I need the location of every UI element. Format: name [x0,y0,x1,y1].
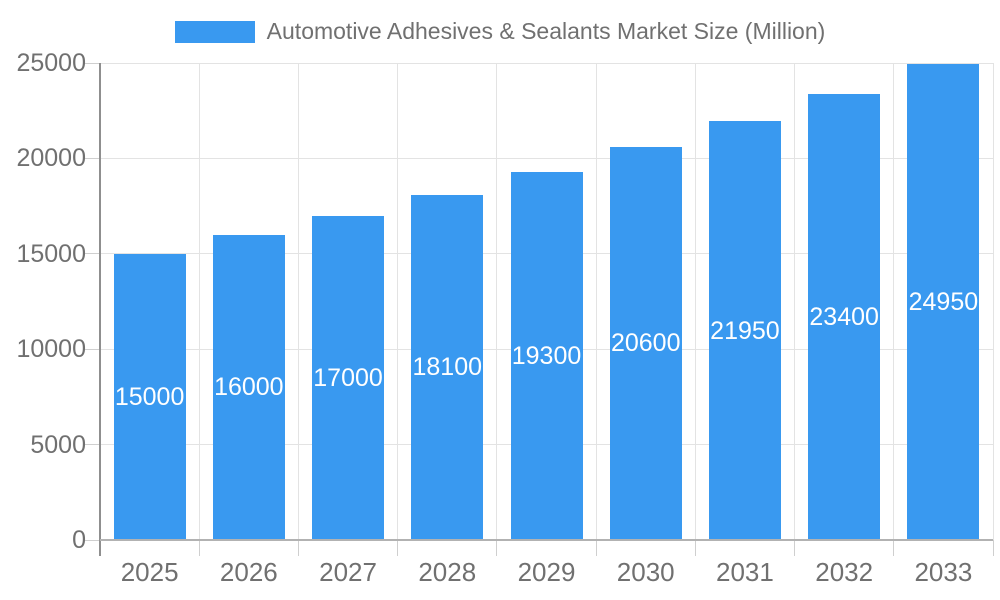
bar[interactable] [907,63,980,540]
y-axis-tick-label: 0 [72,526,86,554]
gridline-vertical [893,63,895,540]
y-axis-tick [85,157,100,159]
bar[interactable] [609,146,682,540]
y-axis-tick [85,539,100,541]
x-axis-tick-label: 2030 [616,557,675,587]
y-axis-tick-label: 10000 [16,335,86,364]
bar[interactable] [113,253,186,540]
y-axis-tick-label: 25000 [16,49,86,77]
gridline-vertical [794,63,796,540]
x-axis-tick [595,540,597,556]
x-axis-tick-label: 2028 [418,557,477,587]
x-axis-tick [198,540,200,556]
x-axis-tick [893,540,895,556]
y-axis-tick [85,444,100,446]
gridline-vertical [694,63,696,540]
gridline-horizontal [100,157,993,159]
legend-label: Automotive Adhesives & Sealants Market S… [266,18,826,44]
y-axis-tick [85,62,100,64]
gridline-vertical [595,63,597,540]
y-axis-tick [85,348,100,350]
x-axis-tick-label: 2032 [815,557,874,587]
gridline-vertical [496,63,498,540]
bar[interactable] [212,234,285,540]
gridline-vertical [198,63,200,540]
x-axis-tick [397,540,399,556]
x-axis-tick-label: 2026 [219,557,278,587]
bar[interactable] [708,121,781,540]
x-axis-tick [694,540,696,556]
gridline-vertical [297,63,299,540]
y-axis-tick-label: 5000 [30,430,86,459]
x-axis-tick [794,540,796,556]
bar[interactable] [510,171,583,540]
legend-item[interactable]: Automotive Adhesives & Sealants Market S… [0,18,1000,45]
gridline-horizontal [100,62,993,64]
y-axis-tick [85,253,100,255]
y-axis-tick-label: 15000 [16,239,86,268]
x-axis-tick-label: 2025 [120,557,179,587]
legend-swatch-icon [174,20,255,43]
x-axis-line [100,539,993,541]
x-axis-tick-label: 2027 [319,557,377,587]
y-axis-tick-label: 20000 [16,144,86,173]
x-axis-tick [992,540,994,556]
gridline-vertical [397,63,399,540]
bar[interactable] [312,215,385,540]
bar[interactable] [411,194,484,540]
x-axis-tick [297,540,299,556]
x-axis-tick [496,540,498,556]
gridline-vertical [992,63,994,540]
y-axis-line [99,63,101,556]
x-axis-tick-label: 2033 [914,557,973,587]
bar[interactable] [808,93,881,540]
x-axis-tick-label: 2031 [716,557,774,587]
x-axis-tick-label: 2029 [517,557,576,587]
